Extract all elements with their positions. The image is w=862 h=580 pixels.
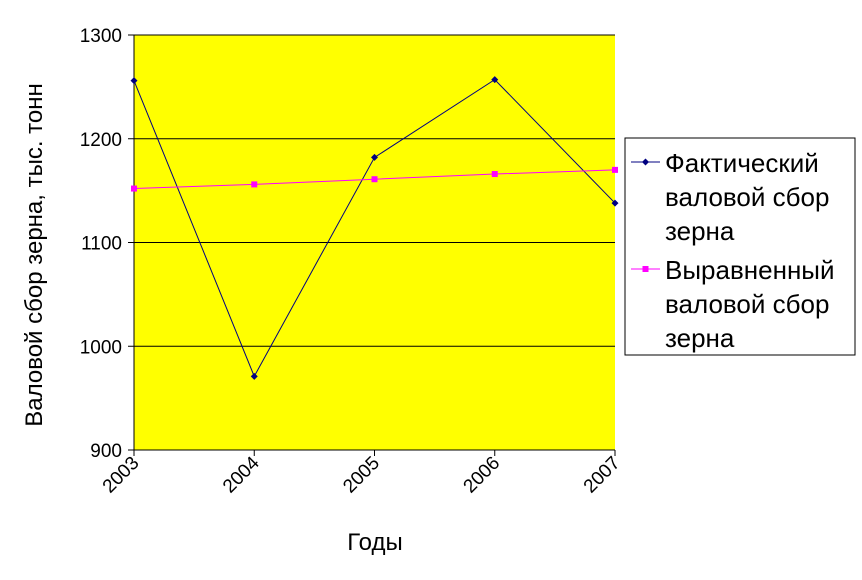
data-point [371,153,378,161]
data-point [130,77,138,85]
legend-swatch-marker [642,158,649,166]
data-point [371,176,378,183]
legend: Фактический валовой сбор зерна Выравненный в… [624,137,856,356]
x-tick-label: 2004 [219,452,264,497]
data-point [251,181,258,188]
legend-label: зерна [665,216,735,246]
legend-label: Выравненный [665,255,835,285]
y-tick-label: 1000 [80,337,122,358]
data-point [611,199,619,207]
x-tick-label: 2006 [460,453,505,498]
legend-label: валовой сбор [665,289,829,319]
y-tick-label: 1200 [80,130,122,151]
x-tick-labels: 2003 2004 2005 2006 2007 [99,450,625,497]
grid-lines [134,34,615,347]
y-axis-title: Валовой сбор зерна, тыс. тонн [21,83,48,427]
y-tick-labels: 900 1000 1100 1200 1300 [80,26,134,462]
legend-label: Фактический [665,148,819,178]
y-tick-label: 1300 [80,26,122,47]
y-tick-label: 900 [90,441,122,462]
legend-box [624,137,856,356]
x-axis-title: Годы [347,529,402,556]
y-tick-label: 1100 [81,234,122,255]
data-point [131,185,137,192]
x-tick-label: 2005 [339,453,384,498]
legend-label: зерна [665,323,735,353]
data-point [491,76,499,84]
legend-swatch-marker [642,266,649,272]
legend-label: валовой сбор [665,182,829,212]
data-point [612,166,618,173]
data-point [250,372,258,380]
series-group [130,76,619,380]
x-tick-label: 2007 [580,453,625,498]
data-point [491,171,498,178]
